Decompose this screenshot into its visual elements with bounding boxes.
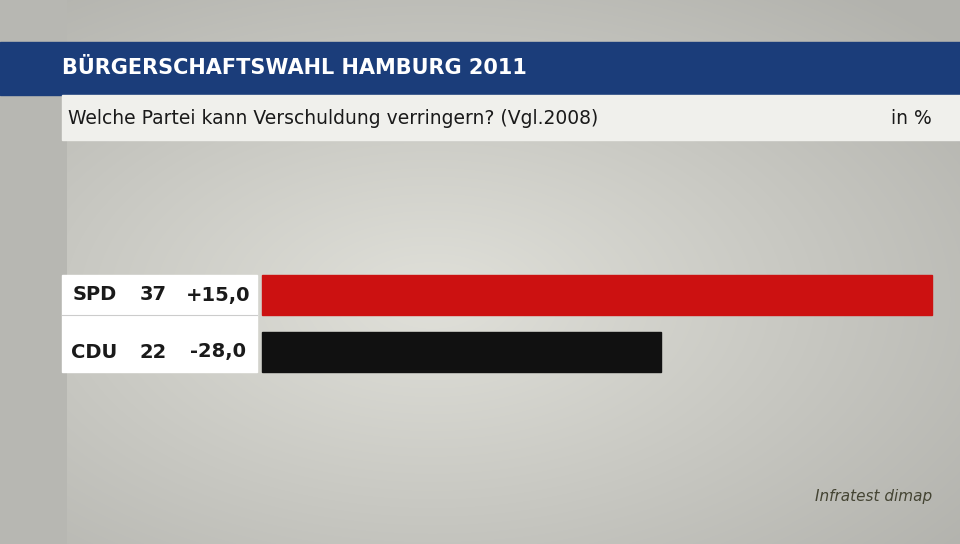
Bar bbox=[0, 42, 960, 95]
Text: CDU: CDU bbox=[71, 343, 118, 362]
Text: -28,0: -28,0 bbox=[190, 343, 246, 362]
Text: in %: in % bbox=[891, 109, 932, 128]
Text: 22: 22 bbox=[139, 343, 167, 362]
Text: 37: 37 bbox=[139, 286, 166, 305]
Text: Infratest dimap: Infratest dimap bbox=[815, 489, 932, 504]
Text: Welche Partei kann Verschuldung verringern? (Vgl.2008): Welche Partei kann Verschuldung verringe… bbox=[68, 109, 598, 128]
Text: SPD: SPD bbox=[72, 286, 116, 305]
Bar bbox=[262, 332, 660, 372]
Bar bbox=[62, 275, 257, 372]
Text: BÜRGERSCHAFTSWAHL HAMBURG 2011: BÜRGERSCHAFTSWAHL HAMBURG 2011 bbox=[62, 59, 527, 78]
Text: +15,0: +15,0 bbox=[185, 286, 251, 305]
Bar bbox=[262, 275, 932, 315]
Bar bbox=[62, 95, 960, 140]
